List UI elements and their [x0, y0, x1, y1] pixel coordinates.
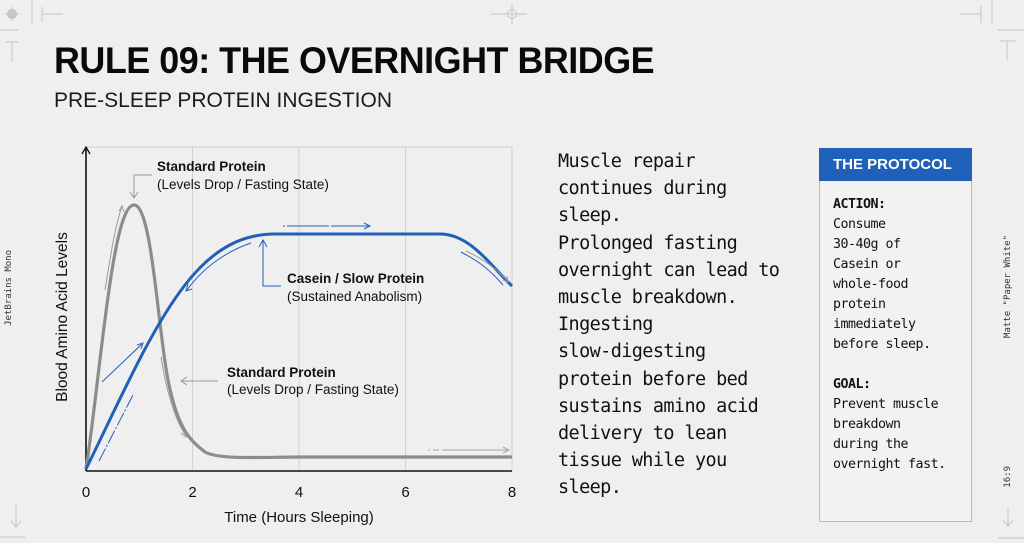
- page-title: RULE 09: THE OVERNIGHT BRIDGE: [54, 40, 655, 81]
- amino-acid-chart: Standard Protein (Levels Drop / Fasting …: [54, 145, 516, 526]
- paper-label: Matte "Paper White": [1003, 235, 1013, 338]
- chart-axes: [81, 145, 512, 472]
- series-casein: [84, 232, 514, 470]
- annotation-text: (Levels Drop / Fasting State): [227, 382, 399, 397]
- annotation-text: (Sustained Anabolism): [287, 289, 422, 304]
- body-text: Muscle repair continues during sleep. Pr…: [558, 151, 780, 499]
- y-axis-label: Blood Amino Acid Levels: [54, 232, 71, 402]
- x-axis-label: Time (Hours Sleeping): [224, 509, 374, 526]
- annotation-title: Standard Protein: [157, 159, 266, 174]
- annotation-title: Standard Protein: [227, 365, 336, 380]
- page-subtitle: PRE-SLEEP PROTEIN INGESTION: [54, 89, 393, 112]
- arrow-down-icon: [10, 505, 22, 528]
- arrow-down-icon: [1002, 507, 1014, 527]
- svg-text:6: 6: [401, 484, 409, 501]
- protocol-card: THE PROTOCOL ACTION: Consume 30-40g of C…: [819, 148, 972, 522]
- svg-text:2: 2: [188, 484, 196, 501]
- annotation-text: (Levels Drop / Fasting State): [157, 177, 329, 192]
- action-label: ACTION:: [833, 197, 886, 212]
- annotation-title: Casein / Slow Protein: [287, 271, 424, 286]
- chart-grid: [86, 146, 513, 471]
- crosshair-icon: [491, 4, 527, 24]
- svg-text:4: 4: [295, 484, 303, 501]
- goal-text: Prevent muscle breakdown during the over…: [833, 397, 946, 472]
- protocol-heading: THE PROTOCOL: [819, 148, 972, 181]
- goal-label: GOAL:: [833, 377, 871, 392]
- aspect-ratio-label: 16:9: [1003, 466, 1013, 488]
- action-text: Consume 30-40g of Casein or whole-food p…: [833, 217, 931, 352]
- x-tick-labels: 0 2 4 6 8: [82, 484, 516, 501]
- svg-text:8: 8: [508, 484, 516, 501]
- svg-text:0: 0: [82, 484, 90, 501]
